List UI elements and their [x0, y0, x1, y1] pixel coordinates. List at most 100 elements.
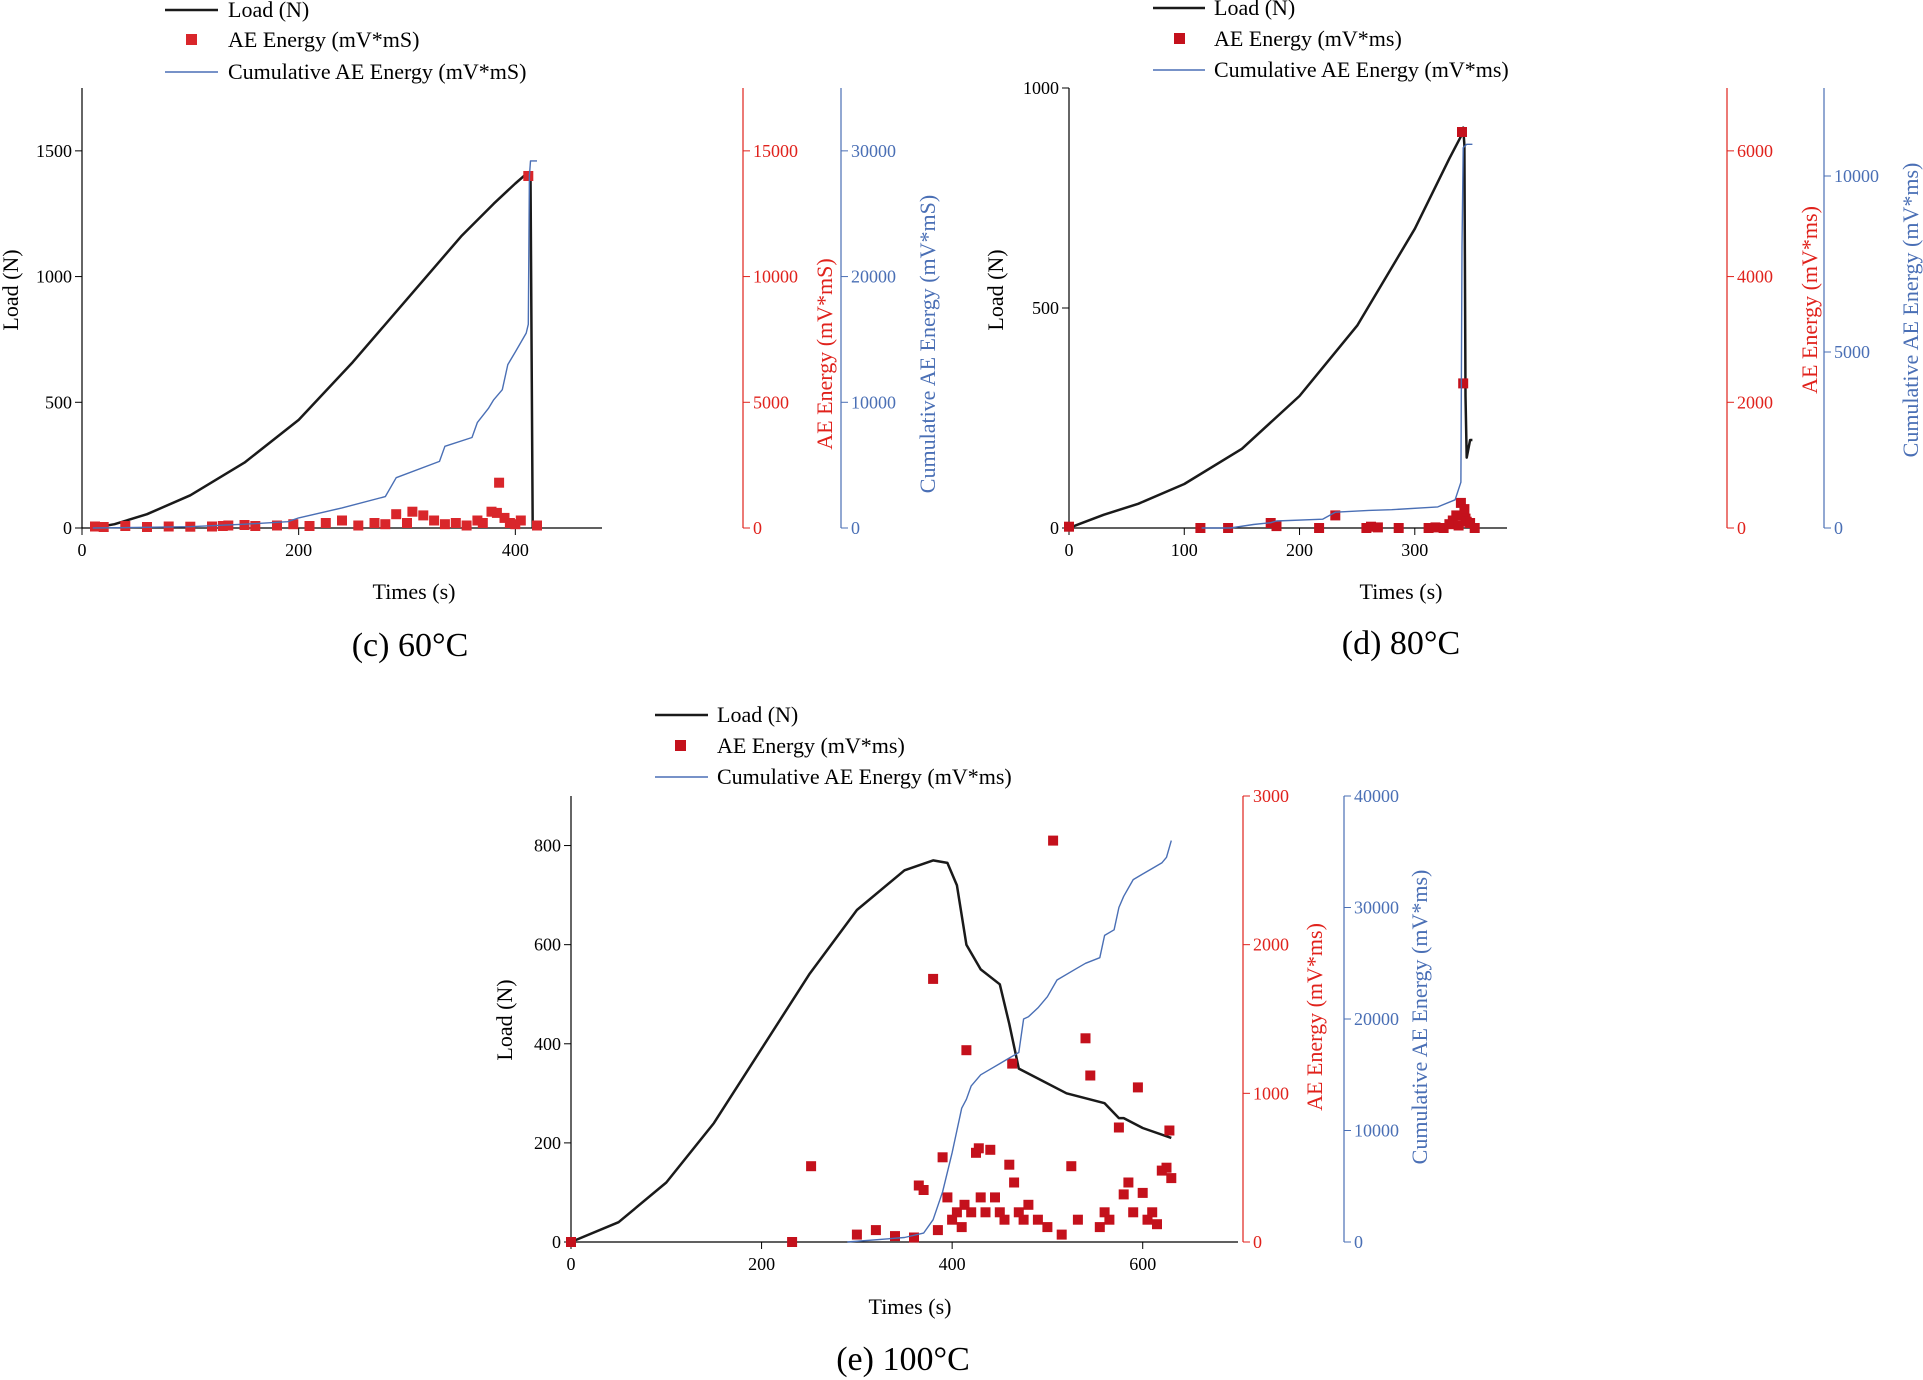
- y3-tick-label: 0: [851, 518, 860, 538]
- ae-energy-point: [217, 521, 228, 531]
- y3-axis-title: Cumulative AE Energy (mV*mS): [915, 195, 940, 493]
- ae-energy-point: [272, 520, 282, 531]
- x-tick-label: 100: [1171, 540, 1198, 560]
- y2-tick-label: 0: [753, 518, 762, 538]
- ae-energy-point: [1469, 523, 1480, 533]
- ae-energy-point: [1004, 1159, 1015, 1170]
- y-tick-label: 600: [534, 935, 561, 955]
- legend-ae-swatch: [186, 34, 197, 45]
- ae-energy-point: [1455, 497, 1466, 508]
- ae-energy-point: [959, 1199, 970, 1210]
- plot-d: 0 100 200 300050010000200040006000050001000…: [1023, 78, 1879, 560]
- y3-tick-label: 30000: [1354, 898, 1399, 918]
- ae-energy-point: [1152, 1219, 1162, 1230]
- ae-energy-point: [1147, 1207, 1158, 1218]
- ae-energy-point: [870, 1225, 881, 1236]
- load-series-line: [1068, 126, 1473, 530]
- ae-energy-point: [1161, 1162, 1172, 1173]
- legend-load-label: Load (N): [717, 702, 798, 727]
- ae-energy-point: [1064, 521, 1074, 532]
- x-tick-label: 200: [285, 540, 312, 560]
- ae-energy-point: [1104, 1214, 1115, 1225]
- ae-energy-point: [1457, 127, 1467, 137]
- legend-ae-label: AE Energy (mV*ms): [717, 733, 905, 758]
- ae-energy-point: [890, 1231, 900, 1242]
- ae-energy-point: [380, 519, 391, 530]
- y2-tick-label: 15000: [753, 141, 798, 161]
- cumulative-ae-series-line: [1201, 143, 1473, 529]
- ae-energy-point: [499, 512, 510, 523]
- x-tick-label: 0: [78, 540, 87, 560]
- ae-energy-point: [510, 519, 521, 530]
- ae-energy-point: [973, 1143, 984, 1154]
- ae-energy-point: [477, 518, 488, 528]
- x-axis-title: Times (s): [373, 579, 456, 604]
- ae-energy-point: [288, 519, 299, 530]
- ae-energy-point: [1072, 1214, 1083, 1225]
- y2-tick-label: 2000: [1737, 392, 1773, 412]
- y2-tick-label: 6000: [1737, 141, 1773, 161]
- ae-energy-point: [980, 1207, 991, 1218]
- y-tick-label: 800: [534, 836, 561, 856]
- ae-energy-point: [566, 1237, 576, 1247]
- ae-energy-point: [787, 1237, 798, 1247]
- ae-energy-point: [1066, 1161, 1077, 1172]
- ae-energy-point: [994, 1207, 1005, 1218]
- cumulative-ae-series-line: [847, 840, 1172, 1243]
- ae-energy-point: [532, 520, 542, 531]
- panel-d-80c: Load (N) AE Energy (mV*ms) Cumulative AE…: [983, 0, 1923, 662]
- ae-energy-point: [1314, 523, 1325, 533]
- ae-energy-point: [928, 973, 939, 984]
- y-axis-title: Load (N): [0, 249, 23, 330]
- legend-load-label: Load (N): [1214, 0, 1295, 20]
- ae-energy-point: [1430, 522, 1441, 533]
- y3-tick-label: 30000: [851, 141, 896, 161]
- ae-energy-point: [1137, 1187, 1148, 1198]
- ae-energy-point: [1438, 523, 1449, 533]
- ae-energy-point: [975, 1192, 986, 1203]
- x-tick-label: 200: [1286, 540, 1313, 560]
- ae-energy-point: [1447, 515, 1458, 526]
- ae-energy-point: [918, 1185, 929, 1195]
- y2-tick-label: 1000: [1253, 1083, 1289, 1103]
- panel-c-60c: Load (N) AE Energy (mV*mS) Cumulative AE…: [0, 0, 940, 664]
- x-tick-label: 400: [939, 1254, 966, 1274]
- y2-axis-title: AE Energy (mV*ms): [1797, 206, 1822, 394]
- ae-energy-point: [985, 1144, 996, 1155]
- ae-energy-point: [491, 507, 502, 518]
- legend-ae-label: AE Energy (mV*mS): [228, 27, 419, 52]
- ae-energy-point: [1458, 378, 1469, 389]
- ae-energy-point: [1423, 523, 1434, 533]
- y2-tick-label: 2000: [1253, 935, 1289, 955]
- ae-energy-point: [207, 521, 217, 532]
- ae-energy-point: [391, 509, 402, 520]
- y2-tick-label: 0: [1253, 1232, 1262, 1252]
- y2-tick-label: 0: [1737, 518, 1746, 538]
- legend-ae-swatch: [675, 740, 686, 751]
- y3-tick-label: 10000: [1834, 166, 1879, 186]
- caption: (c) 60°C: [352, 627, 469, 664]
- x-tick-label: 0: [567, 1254, 576, 1274]
- ae-energy-point: [806, 1161, 817, 1172]
- legend-load-label: Load (N): [228, 0, 309, 22]
- x-tick-label: 400: [502, 540, 529, 560]
- ae-energy-point: [429, 515, 440, 526]
- x-axis-title: Times (s): [869, 1294, 952, 1319]
- ae-energy-point: [1366, 521, 1376, 532]
- y-tick-label: 500: [1032, 298, 1059, 318]
- ae-energy-point: [1451, 510, 1462, 521]
- ae-energy-point: [1032, 1214, 1043, 1225]
- ae-energy-point: [304, 521, 315, 531]
- ae-energy-point: [1094, 1222, 1105, 1233]
- ae-energy-point: [909, 1232, 919, 1243]
- ae-energy-point: [961, 1045, 972, 1056]
- ae-energy-point: [1128, 1207, 1139, 1218]
- ae-energy-point: [1142, 1214, 1153, 1225]
- y-axis-title: Load (N): [983, 249, 1008, 330]
- ae-energy-point: [1166, 1173, 1177, 1184]
- ae-energy-point: [1132, 1082, 1143, 1093]
- legend-ae-label: AE Energy (mV*ms): [1214, 26, 1402, 51]
- y-tick-label: 1000: [36, 267, 72, 287]
- y-tick-label: 500: [45, 392, 72, 412]
